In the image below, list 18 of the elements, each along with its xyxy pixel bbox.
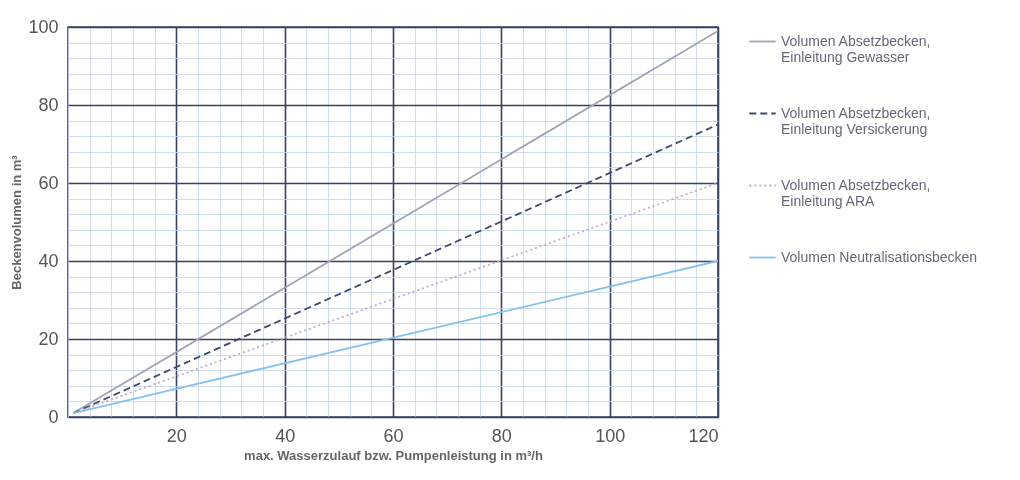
x-tick-label: 20 <box>166 425 187 446</box>
y-tick-label: 40 <box>38 250 59 271</box>
y-tick-label: 80 <box>38 94 59 115</box>
y-axis-title: Beckenvolumen in m³ <box>9 154 25 290</box>
x-tick-label: 120 <box>688 425 719 446</box>
x-tick-label: 60 <box>383 425 404 446</box>
legend-label: Volumen Absetzbecken, Einleitung Gewasser <box>781 32 931 65</box>
x-tick-label: 40 <box>275 425 296 446</box>
legend-label: Volumen Neutralisationsbecken <box>781 248 978 265</box>
y-tick-label: 20 <box>38 328 59 349</box>
y-tick-label: 100 <box>28 16 59 37</box>
x-axis-title: max. Wasserzulauf bzw. Pumpenleistung in m³/h <box>244 447 543 463</box>
y-tick-label: 0 <box>48 406 59 427</box>
legend-label: Volumen Absetzbecken, Einleitung Versickerung <box>781 104 931 137</box>
legend-label: Volumen Absetzbecken, Einleitung ARA <box>781 176 931 209</box>
x-tick-label: 80 <box>491 425 512 446</box>
x-tick-label: 100 <box>595 425 626 446</box>
y-tick-label: 60 <box>38 172 59 193</box>
